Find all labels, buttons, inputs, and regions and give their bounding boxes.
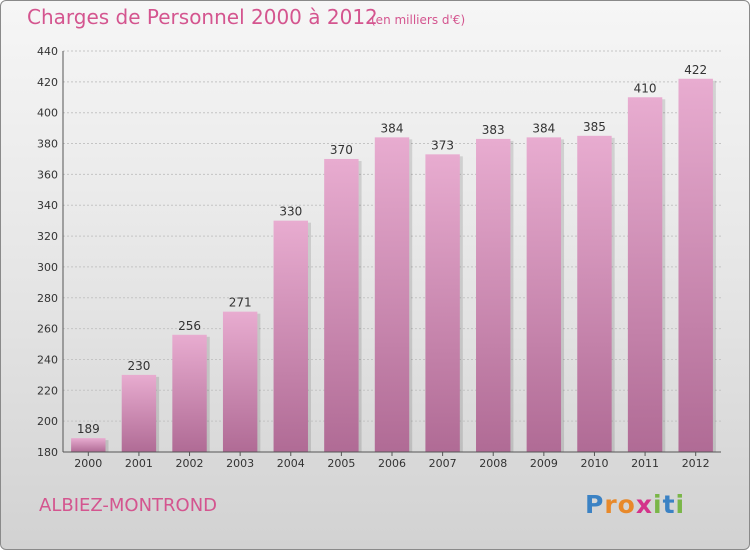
bar-2004 bbox=[274, 221, 308, 452]
x-tick-label: 2003 bbox=[226, 457, 254, 470]
bar-2007 bbox=[425, 154, 459, 452]
bar-2002 bbox=[172, 335, 206, 452]
x-tick-label: 2004 bbox=[277, 457, 305, 470]
y-tick-label: 240 bbox=[37, 353, 58, 366]
value-label: 384 bbox=[381, 121, 404, 135]
y-tick-label: 220 bbox=[37, 384, 58, 397]
bar-2000 bbox=[71, 438, 105, 452]
value-label: 410 bbox=[634, 81, 657, 95]
value-label: 271 bbox=[229, 296, 252, 310]
x-tick-label: 2011 bbox=[631, 457, 659, 470]
logo-letter: P bbox=[585, 490, 604, 519]
value-label: 256 bbox=[178, 319, 201, 333]
y-tick-label: 420 bbox=[37, 76, 58, 89]
y-tick-label: 300 bbox=[37, 261, 58, 274]
logo-letter: r bbox=[604, 490, 617, 519]
location-name: ALBIEZ-MONTROND bbox=[39, 495, 217, 516]
value-label: 189 bbox=[77, 422, 100, 436]
y-tick-label: 340 bbox=[37, 199, 58, 212]
proxiti-logo: Proxiti bbox=[585, 490, 685, 519]
x-tick-label: 2012 bbox=[682, 457, 710, 470]
value-label: 385 bbox=[583, 120, 606, 134]
bar-2003 bbox=[223, 312, 257, 452]
logo-letter: t bbox=[663, 490, 676, 519]
bar-2010 bbox=[577, 136, 611, 452]
x-tick-label: 2000 bbox=[74, 457, 102, 470]
logo-letter: i bbox=[676, 490, 686, 519]
x-tick-label: 2006 bbox=[378, 457, 406, 470]
logo-letter: o bbox=[618, 490, 636, 519]
bar-layer: 189 230 256 271 330 370 384 373 383 384 385 410 422 bbox=[71, 63, 716, 452]
value-label: 373 bbox=[431, 138, 454, 152]
bar-2012 bbox=[678, 79, 712, 452]
logo-letter: x bbox=[636, 490, 653, 519]
bar-2008 bbox=[476, 139, 510, 452]
logo-letter: i bbox=[653, 490, 663, 519]
x-tick-label: 2007 bbox=[429, 457, 457, 470]
y-tick-label: 440 bbox=[37, 45, 58, 58]
x-tick-label: 2009 bbox=[530, 457, 558, 470]
x-tick-label: 2001 bbox=[125, 457, 153, 470]
y-tick-label: 400 bbox=[37, 107, 58, 120]
y-tick-label: 280 bbox=[37, 292, 58, 305]
y-tick-label: 200 bbox=[37, 415, 58, 428]
bar-2005 bbox=[324, 159, 358, 452]
y-tick-label: 320 bbox=[37, 230, 58, 243]
y-tick-label: 380 bbox=[37, 138, 58, 151]
x-tick-label: 2002 bbox=[176, 457, 204, 470]
bar-2009 bbox=[527, 137, 561, 452]
value-label: 383 bbox=[482, 123, 505, 137]
bar-2001 bbox=[122, 375, 156, 452]
value-label: 384 bbox=[532, 121, 555, 135]
value-label: 422 bbox=[684, 63, 707, 77]
value-label: 230 bbox=[127, 359, 150, 373]
x-tick-label: 2008 bbox=[479, 457, 507, 470]
x-tick-label: 2005 bbox=[327, 457, 355, 470]
value-label: 370 bbox=[330, 143, 353, 157]
x-tick-label: 2010 bbox=[580, 457, 608, 470]
y-tick-label: 180 bbox=[37, 446, 58, 459]
value-label: 330 bbox=[279, 205, 302, 219]
bar-2006 bbox=[375, 137, 409, 452]
y-tick-label: 360 bbox=[37, 168, 58, 181]
y-tick-label: 260 bbox=[37, 323, 58, 336]
bar-2011 bbox=[628, 97, 662, 452]
